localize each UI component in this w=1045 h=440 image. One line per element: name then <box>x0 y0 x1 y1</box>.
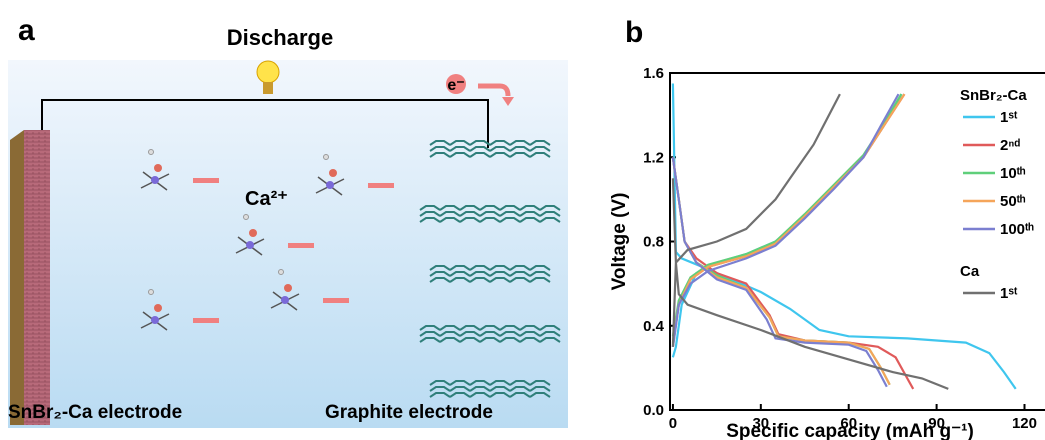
y-tick-label: 0.4 <box>643 318 665 335</box>
schematic: a Discharge e⁻ Ca²⁺ SnBr₂-Ca electrode G… <box>8 14 568 428</box>
x-axis-label: Specific capacity (mAh g⁻¹) <box>726 421 974 440</box>
ion-arrow <box>368 183 394 188</box>
atom <box>324 155 329 160</box>
ion-arrow <box>193 318 219 323</box>
panel-label: b <box>625 16 643 49</box>
atom <box>249 229 257 237</box>
atom <box>246 241 254 249</box>
legend-label: 100ᵗʰ <box>1000 221 1034 238</box>
electrode <box>24 130 50 425</box>
panel-label: a <box>18 14 35 47</box>
y-tick-label: 0.0 <box>643 402 664 419</box>
atom <box>149 290 154 295</box>
x-tick-label: 120 <box>1012 415 1037 432</box>
atom <box>154 304 162 312</box>
legend-group: Ca <box>960 263 980 280</box>
axis-frame <box>670 73 1045 410</box>
series-line <box>673 94 948 389</box>
legend-label: 1ˢᵗ <box>1000 285 1018 302</box>
ion-arrow <box>193 178 219 183</box>
y-tick-label: 0.8 <box>643 234 664 251</box>
atom <box>329 169 337 177</box>
series-line <box>673 94 899 387</box>
ion-label: Ca²⁺ <box>245 188 288 210</box>
atom <box>149 150 154 155</box>
electron: e⁻ <box>447 77 464 94</box>
atom <box>151 316 159 324</box>
y-axis-label: Voltage (V) <box>609 193 630 291</box>
figure: a Discharge e⁻ Ca²⁺ SnBr₂-Ca electrode G… <box>0 0 1045 440</box>
atom <box>154 164 162 172</box>
y-tick-label: 1.6 <box>643 65 664 82</box>
ion-arrow <box>288 243 314 248</box>
x-tick-label: 0 <box>669 415 677 432</box>
y-tick-label: 1.2 <box>643 149 664 166</box>
atom <box>284 284 292 292</box>
electrode-label: Graphite electrode <box>325 402 493 423</box>
atom <box>151 176 159 184</box>
electrode-label: SnBr₂-Ca electrode <box>8 402 182 423</box>
atom <box>244 215 249 220</box>
legend-label: 2ⁿᵈ <box>1000 137 1020 154</box>
atom <box>326 181 334 189</box>
ion-arrow <box>323 298 349 303</box>
legend-label: 50ᵗʰ <box>1000 193 1026 210</box>
legend-group: SnBr₂-Ca <box>960 87 1027 104</box>
legend-label: 10ᵗʰ <box>1000 165 1026 182</box>
atom <box>281 296 289 304</box>
atom <box>279 270 284 275</box>
panel-title: Discharge <box>227 25 333 50</box>
series-line <box>673 94 913 389</box>
legend-label: 1ˢᵗ <box>1000 109 1018 126</box>
